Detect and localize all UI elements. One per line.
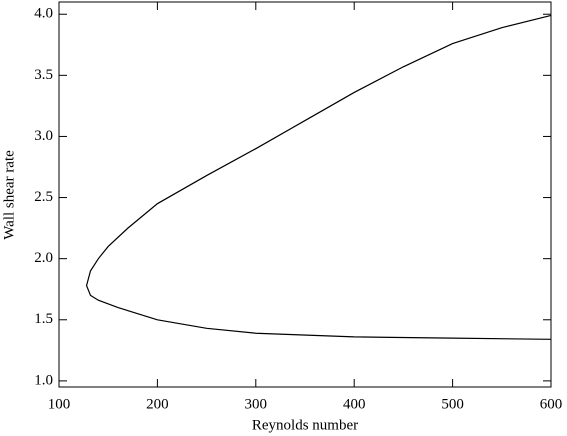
y-tick-label: 3.0 <box>34 128 53 144</box>
x-tick-label: 500 <box>441 396 464 412</box>
plot-frame <box>58 1 552 388</box>
y-tick-label: 2.5 <box>34 189 53 205</box>
y-axis-label: Wall shear rate <box>1 150 17 240</box>
x-tick-label: 100 <box>48 396 71 412</box>
x-tick-label: 400 <box>343 396 366 412</box>
x-axis-label: Reynolds number <box>252 417 358 433</box>
y-tick-label: 4.0 <box>34 6 53 22</box>
y-tick-label: 2.0 <box>34 250 53 266</box>
x-tick-label: 300 <box>245 396 268 412</box>
y-tick-label: 1.5 <box>34 311 53 327</box>
y-tick-label: 1.0 <box>34 372 53 388</box>
x-tick-label: 600 <box>540 396 563 412</box>
data-line <box>85 14 552 340</box>
y-tick-label: 3.5 <box>34 67 53 83</box>
x-tick-label: 200 <box>146 396 169 412</box>
